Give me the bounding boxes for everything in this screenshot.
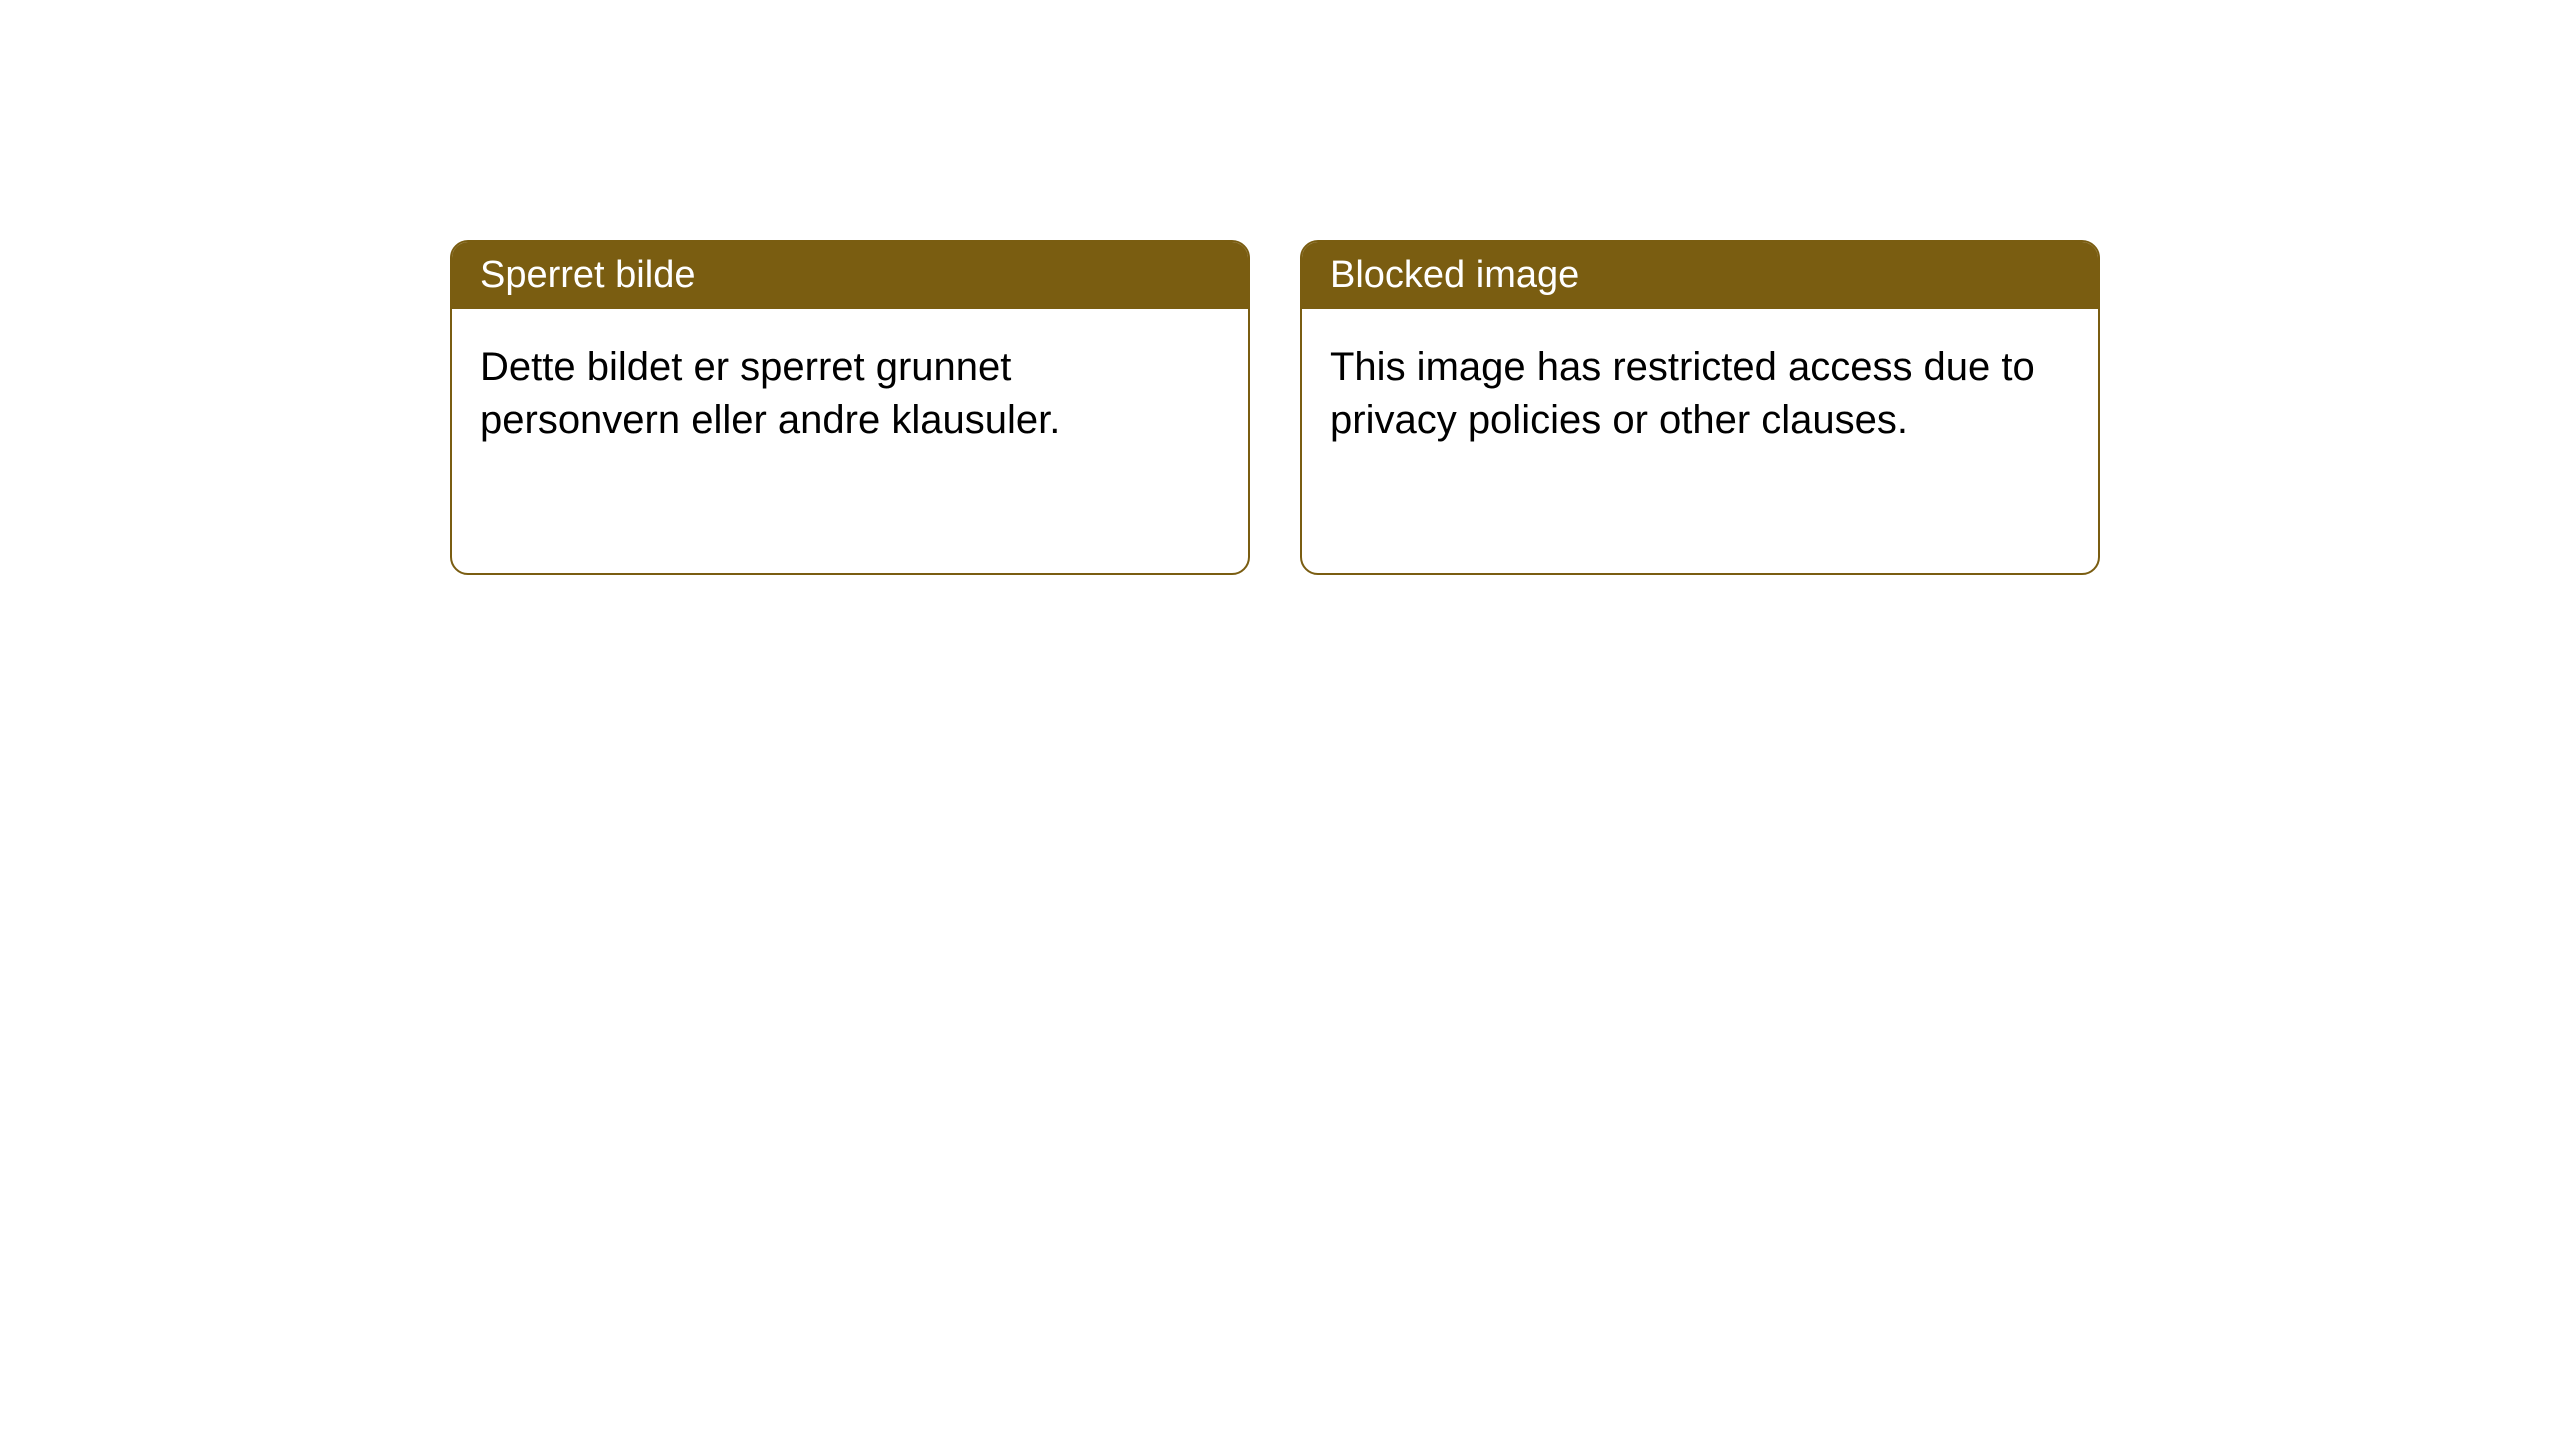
card-body-norwegian: Dette bildet er sperret grunnet personve…	[452, 309, 1248, 479]
card-norwegian: Sperret bilde Dette bildet er sperret gr…	[450, 240, 1250, 575]
card-body-english: This image has restricted access due to …	[1302, 309, 2098, 479]
card-header-english: Blocked image	[1302, 242, 2098, 309]
card-english: Blocked image This image has restricted …	[1300, 240, 2100, 575]
cards-container: Sperret bilde Dette bildet er sperret gr…	[0, 0, 2560, 575]
card-header-norwegian: Sperret bilde	[452, 242, 1248, 309]
